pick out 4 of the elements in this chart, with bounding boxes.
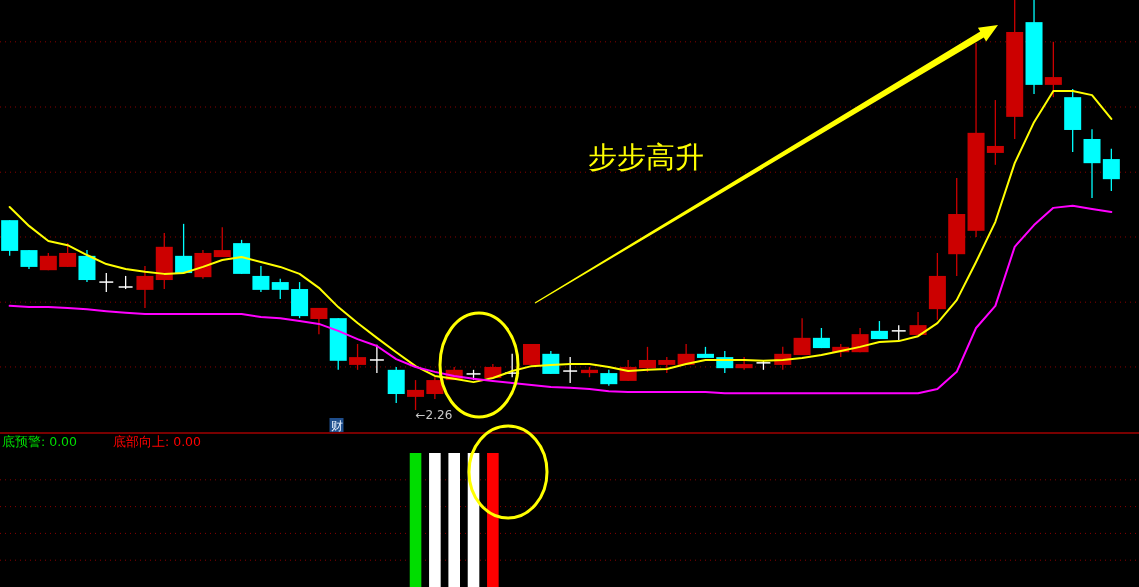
low-marker: ←2.26 [415,407,453,422]
caption: 步步高升 [588,140,704,174]
legend-entry: 底预警: 0.00 [2,434,78,449]
legend-entry: 底部向上: 0.00 [113,434,202,449]
